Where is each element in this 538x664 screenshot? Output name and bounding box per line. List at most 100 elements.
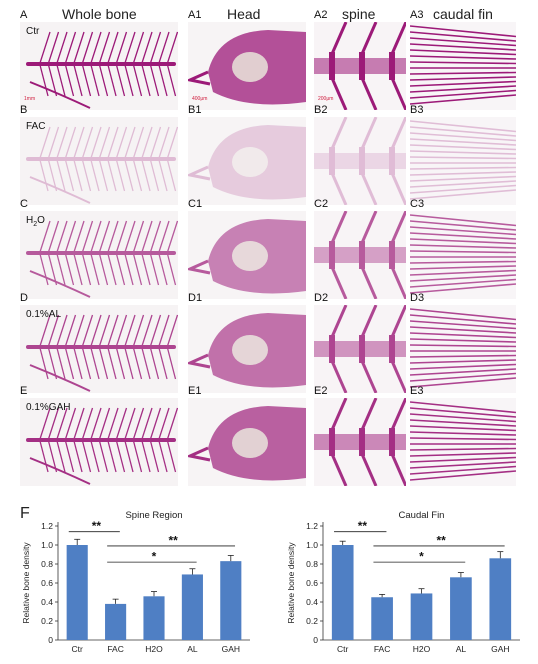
micrograph-head-c1	[188, 211, 306, 299]
micrograph-spine-d2	[314, 305, 406, 393]
panel-label-a1: A1	[188, 9, 202, 21]
micrograph-spine-a2	[314, 22, 406, 110]
panel-label-e1: E1	[188, 385, 202, 397]
panel-label-a3: A3	[410, 9, 424, 21]
y-tick-label-0-4: 0.8	[41, 559, 53, 569]
y-axis-label-1: Relative bone density	[286, 542, 296, 624]
panel-label-d1: D1	[188, 292, 203, 304]
significance-label-1-0: **	[358, 519, 368, 533]
y-tick-label-0-6: 1.2	[41, 521, 53, 531]
y-tick-label-1-1: 0.2	[306, 616, 318, 626]
bar-0-4	[220, 561, 242, 640]
bar-0-1	[105, 603, 127, 640]
panel-label-e2: E2	[314, 385, 328, 397]
group-label-e: 0.1%GAH	[26, 402, 71, 413]
group-label-a: Ctr	[26, 26, 40, 37]
panel-label-c2: C2	[314, 198, 329, 210]
panel-label-a2: A2	[314, 9, 328, 21]
panel-f-label: F	[20, 505, 30, 522]
significance-label-0-0: **	[92, 519, 102, 533]
micrograph-spine-c2	[314, 211, 406, 299]
caudal-fin-chart: Caudal Fin Relative bone density 0 0.2 0.4 0.…	[286, 510, 520, 654]
x-tick-label-1-1: FAC	[374, 644, 391, 654]
error-bar-1-4	[497, 551, 504, 559]
panel-label-e: E	[20, 385, 28, 397]
panel-label-d: D	[20, 292, 28, 304]
y-tick-label-0-1: 0.2	[41, 616, 53, 626]
panel-label-a: A	[20, 9, 28, 21]
x-tick-label-0-4: GAH	[222, 644, 240, 654]
panel-label-b: B	[20, 104, 28, 116]
micrograph-head-e1	[188, 398, 306, 486]
error-bar-0-4	[227, 555, 234, 562]
micrograph-head-d1	[188, 305, 306, 393]
panel-label-c3: C3	[410, 198, 425, 210]
group-label-d: 0.1%AL	[26, 309, 62, 320]
micrograph-caudal-fin-e3	[410, 398, 516, 486]
significance-label-0-2: *	[152, 550, 157, 564]
panel-label-c1: C1	[188, 198, 203, 210]
micrograph-head-a1	[188, 22, 306, 110]
column-header-spine: spine	[342, 6, 376, 22]
significance-label-1-2: *	[419, 550, 424, 564]
panel-label-b1: B1	[188, 104, 202, 116]
micrograph-caudal-fin-a3	[410, 22, 516, 110]
bar-1-4	[489, 558, 512, 640]
scale-bar-0: 1mm	[24, 96, 36, 102]
bar-0-0	[66, 545, 88, 640]
error-bar-0-1	[112, 598, 119, 604]
micrograph-caudal-fin-d3	[410, 305, 516, 393]
y-tick-label-1-6: 1.2	[306, 521, 318, 531]
x-tick-label-1-2: H2O	[413, 644, 431, 654]
y-tick-label-0-0: 0	[48, 635, 53, 645]
micrograph-whole-bone-a	[20, 22, 178, 110]
column-header-head: Head	[227, 6, 261, 22]
x-tick-label-0-2: H2O	[145, 644, 163, 654]
bar-0-3	[181, 574, 203, 640]
panel-label-b3: B3	[410, 104, 424, 116]
scale-bar-2: 200μm	[318, 96, 334, 102]
micrograph-head-b1	[188, 117, 306, 205]
x-tick-label-1-3: AL	[456, 644, 467, 654]
column-header-caudal-fin: caudal fin	[433, 6, 493, 22]
x-tick-label-1-0: Ctr	[337, 644, 349, 654]
y-tick-label-1-5: 1.0	[306, 540, 318, 550]
bar-1-2	[410, 593, 433, 640]
spine-region-chart: Spine Region Relative bone density 0 0.2 0.4…	[21, 510, 250, 654]
x-tick-label-1-4: GAH	[491, 644, 509, 654]
micrograph-whole-bone-d	[20, 305, 178, 393]
y-tick-label-1-3: 0.6	[306, 578, 318, 588]
micrograph-caudal-fin-c3	[410, 211, 516, 299]
y-tick-label-0-5: 1.0	[41, 540, 53, 550]
y-tick-label-1-4: 0.8	[306, 559, 318, 569]
y-tick-label-0-3: 0.6	[41, 578, 53, 588]
bar-1-1	[371, 597, 393, 640]
bar-1-3	[450, 577, 472, 640]
micrograph-whole-bone-e	[20, 398, 178, 486]
panel-label-d3: D3	[410, 292, 425, 304]
micrograph-caudal-fin-b3	[410, 117, 516, 205]
scale-bar-1: 400μm	[192, 96, 208, 102]
y-axis-label-0: Relative bone density	[21, 542, 31, 624]
panel-label-b2: B2	[314, 104, 328, 116]
y-tick-label-1-2: 0.4	[306, 597, 318, 607]
error-bar-1-3	[457, 572, 464, 578]
bar-1-0	[331, 545, 354, 640]
error-bar-0-0	[74, 538, 81, 545]
significance-label-1-1: **	[437, 533, 447, 547]
x-tick-label-0-1: FAC	[107, 644, 124, 654]
panel-label-d2: D2	[314, 292, 329, 304]
y-tick-label-1-0: 0	[313, 635, 318, 645]
error-bar-0-2	[151, 591, 157, 597]
micrograph-spine-b2	[314, 117, 406, 205]
panel-label-e3: E3	[410, 385, 424, 397]
significance-label-0-1: **	[169, 533, 179, 547]
group-label-c: H2O	[26, 215, 45, 228]
y-tick-label-0-2: 0.4	[41, 597, 53, 607]
error-bar-1-1	[379, 594, 386, 598]
micrograph-whole-bone-c	[20, 211, 178, 299]
column-header-whole-bone: Whole bone	[62, 6, 137, 22]
micrograph-whole-bone-b	[20, 117, 178, 205]
chart-title-0: Spine Region	[125, 510, 182, 521]
x-tick-label-0-0: Ctr	[72, 644, 84, 654]
